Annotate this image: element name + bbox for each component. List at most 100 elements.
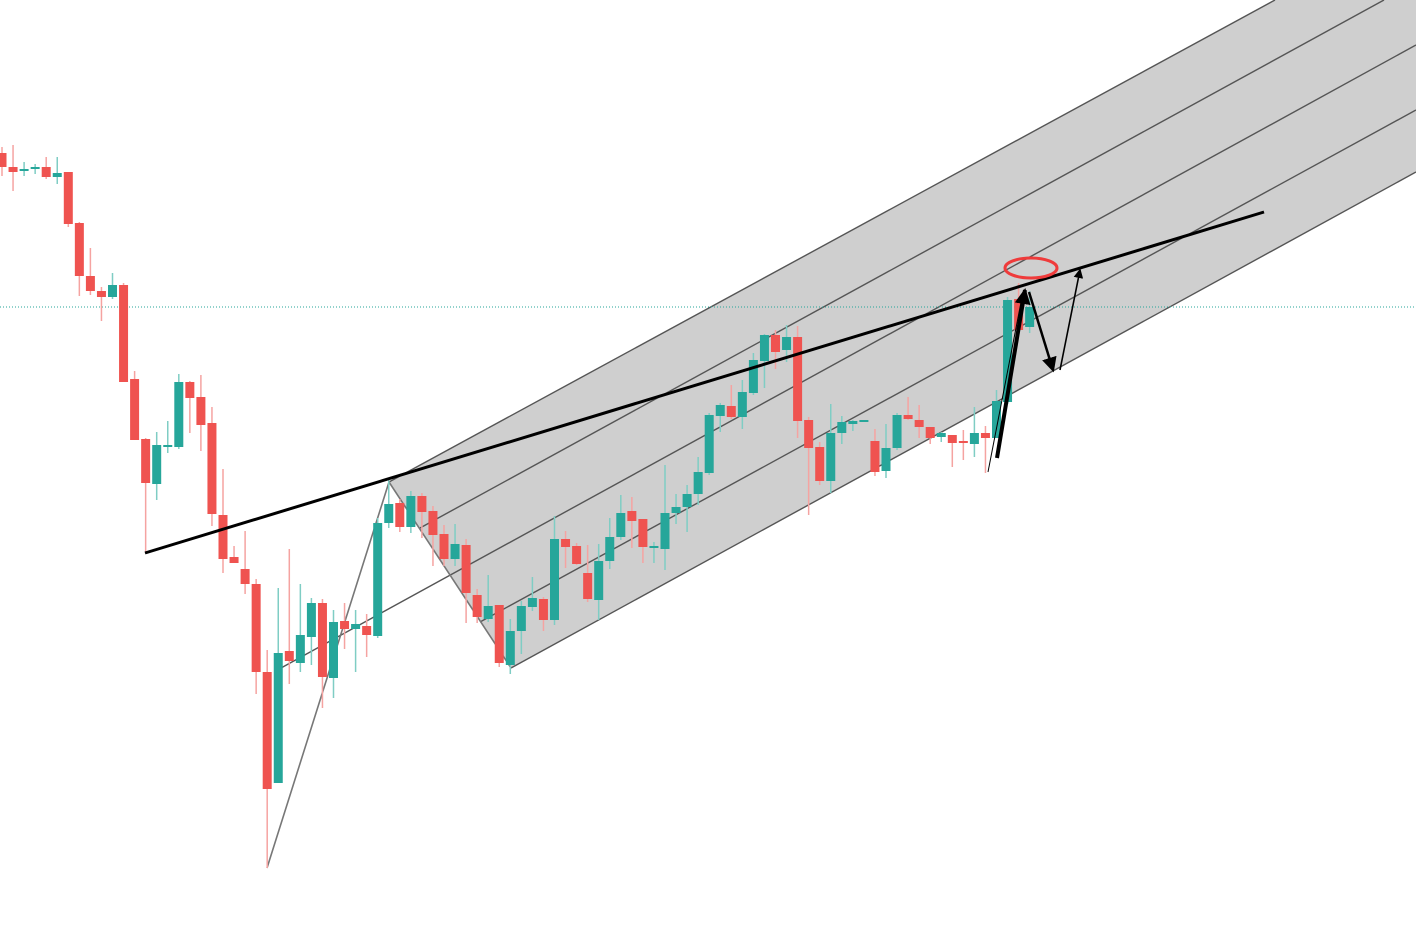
candle-body — [550, 539, 559, 620]
candle — [550, 516, 559, 625]
candle — [63, 172, 73, 227]
candle-body — [759, 335, 769, 361]
candle — [826, 404, 836, 493]
candle — [362, 614, 372, 657]
candle — [782, 325, 792, 362]
candle-body — [748, 360, 758, 393]
candle — [505, 619, 515, 674]
candle-body — [141, 439, 151, 483]
candle — [848, 420, 858, 431]
candle-body — [616, 513, 626, 537]
candle — [439, 525, 449, 566]
candle-body — [638, 519, 648, 547]
candle-body — [428, 511, 438, 535]
candle-body — [715, 405, 725, 416]
candle — [693, 457, 703, 505]
candle — [516, 601, 526, 654]
candle — [759, 334, 769, 388]
candle-body — [903, 415, 913, 419]
candle — [384, 480, 394, 528]
candle-body — [229, 557, 239, 563]
candle-body — [8, 167, 18, 172]
candle — [207, 407, 217, 526]
candle — [605, 518, 615, 569]
candle-body — [538, 599, 548, 620]
candle-body — [848, 421, 858, 424]
candle — [804, 417, 814, 515]
candle — [130, 371, 140, 440]
annotation-drawings — [144, 210, 1265, 555]
candle — [771, 330, 780, 369]
candle-body — [737, 392, 747, 417]
candle — [925, 427, 935, 444]
candle — [185, 381, 195, 433]
candle-body — [472, 595, 482, 617]
candle-body — [671, 507, 681, 513]
candle-body — [185, 382, 195, 398]
candle-body — [0, 153, 7, 167]
candle-body — [417, 496, 427, 512]
candle — [74, 222, 84, 296]
candle — [85, 248, 95, 295]
candle-body — [329, 622, 338, 678]
candle-body — [726, 406, 736, 417]
candle — [671, 494, 681, 524]
candle — [163, 421, 173, 453]
candle-body — [925, 427, 935, 438]
candle — [483, 575, 493, 622]
candle — [218, 469, 228, 573]
candle-body — [41, 167, 51, 177]
candle-body — [826, 433, 836, 481]
candle-body — [693, 472, 703, 494]
candle — [472, 589, 482, 623]
candle — [152, 432, 162, 500]
candle-body — [240, 569, 250, 584]
candle-body — [373, 523, 383, 636]
candle-body — [406, 496, 416, 527]
candle-body — [262, 672, 272, 789]
candle-body — [251, 584, 261, 672]
candle — [561, 531, 571, 568]
candle-body — [108, 285, 117, 297]
candle — [704, 413, 714, 475]
candle-body — [837, 422, 847, 433]
candle-body — [174, 382, 184, 447]
candle — [527, 577, 537, 611]
candle-body — [516, 606, 526, 631]
candle-body — [19, 169, 29, 171]
candle-body — [273, 653, 283, 783]
candle-body — [583, 573, 593, 599]
candle-body — [914, 420, 924, 427]
candle-body — [572, 546, 582, 564]
candle-body — [771, 335, 780, 352]
candle — [41, 157, 51, 179]
candle-body — [152, 445, 162, 484]
candle — [649, 542, 659, 563]
candle-body — [881, 448, 891, 471]
candle-body — [340, 621, 350, 629]
arrow-down — [1027, 291, 1057, 373]
candle — [870, 429, 880, 476]
candle-body — [992, 401, 1001, 438]
candle-body — [527, 598, 537, 607]
candle-body — [119, 285, 129, 382]
candle — [406, 491, 416, 533]
candle — [141, 438, 151, 553]
candle — [19, 162, 29, 176]
candle — [262, 650, 272, 868]
candle — [30, 164, 40, 174]
highlight-ellipse — [1003, 256, 1059, 280]
candle-body — [649, 546, 659, 548]
candle — [936, 432, 946, 442]
candle — [395, 499, 405, 532]
candle — [969, 407, 979, 457]
channel-line — [388, 0, 1276, 483]
candle-body — [96, 291, 106, 297]
candle — [837, 416, 847, 444]
candle — [8, 145, 18, 191]
candle-body — [30, 167, 40, 169]
candle-body — [384, 504, 394, 523]
candle — [958, 430, 968, 460]
candle — [52, 157, 62, 184]
thin-line — [987, 291, 1024, 473]
